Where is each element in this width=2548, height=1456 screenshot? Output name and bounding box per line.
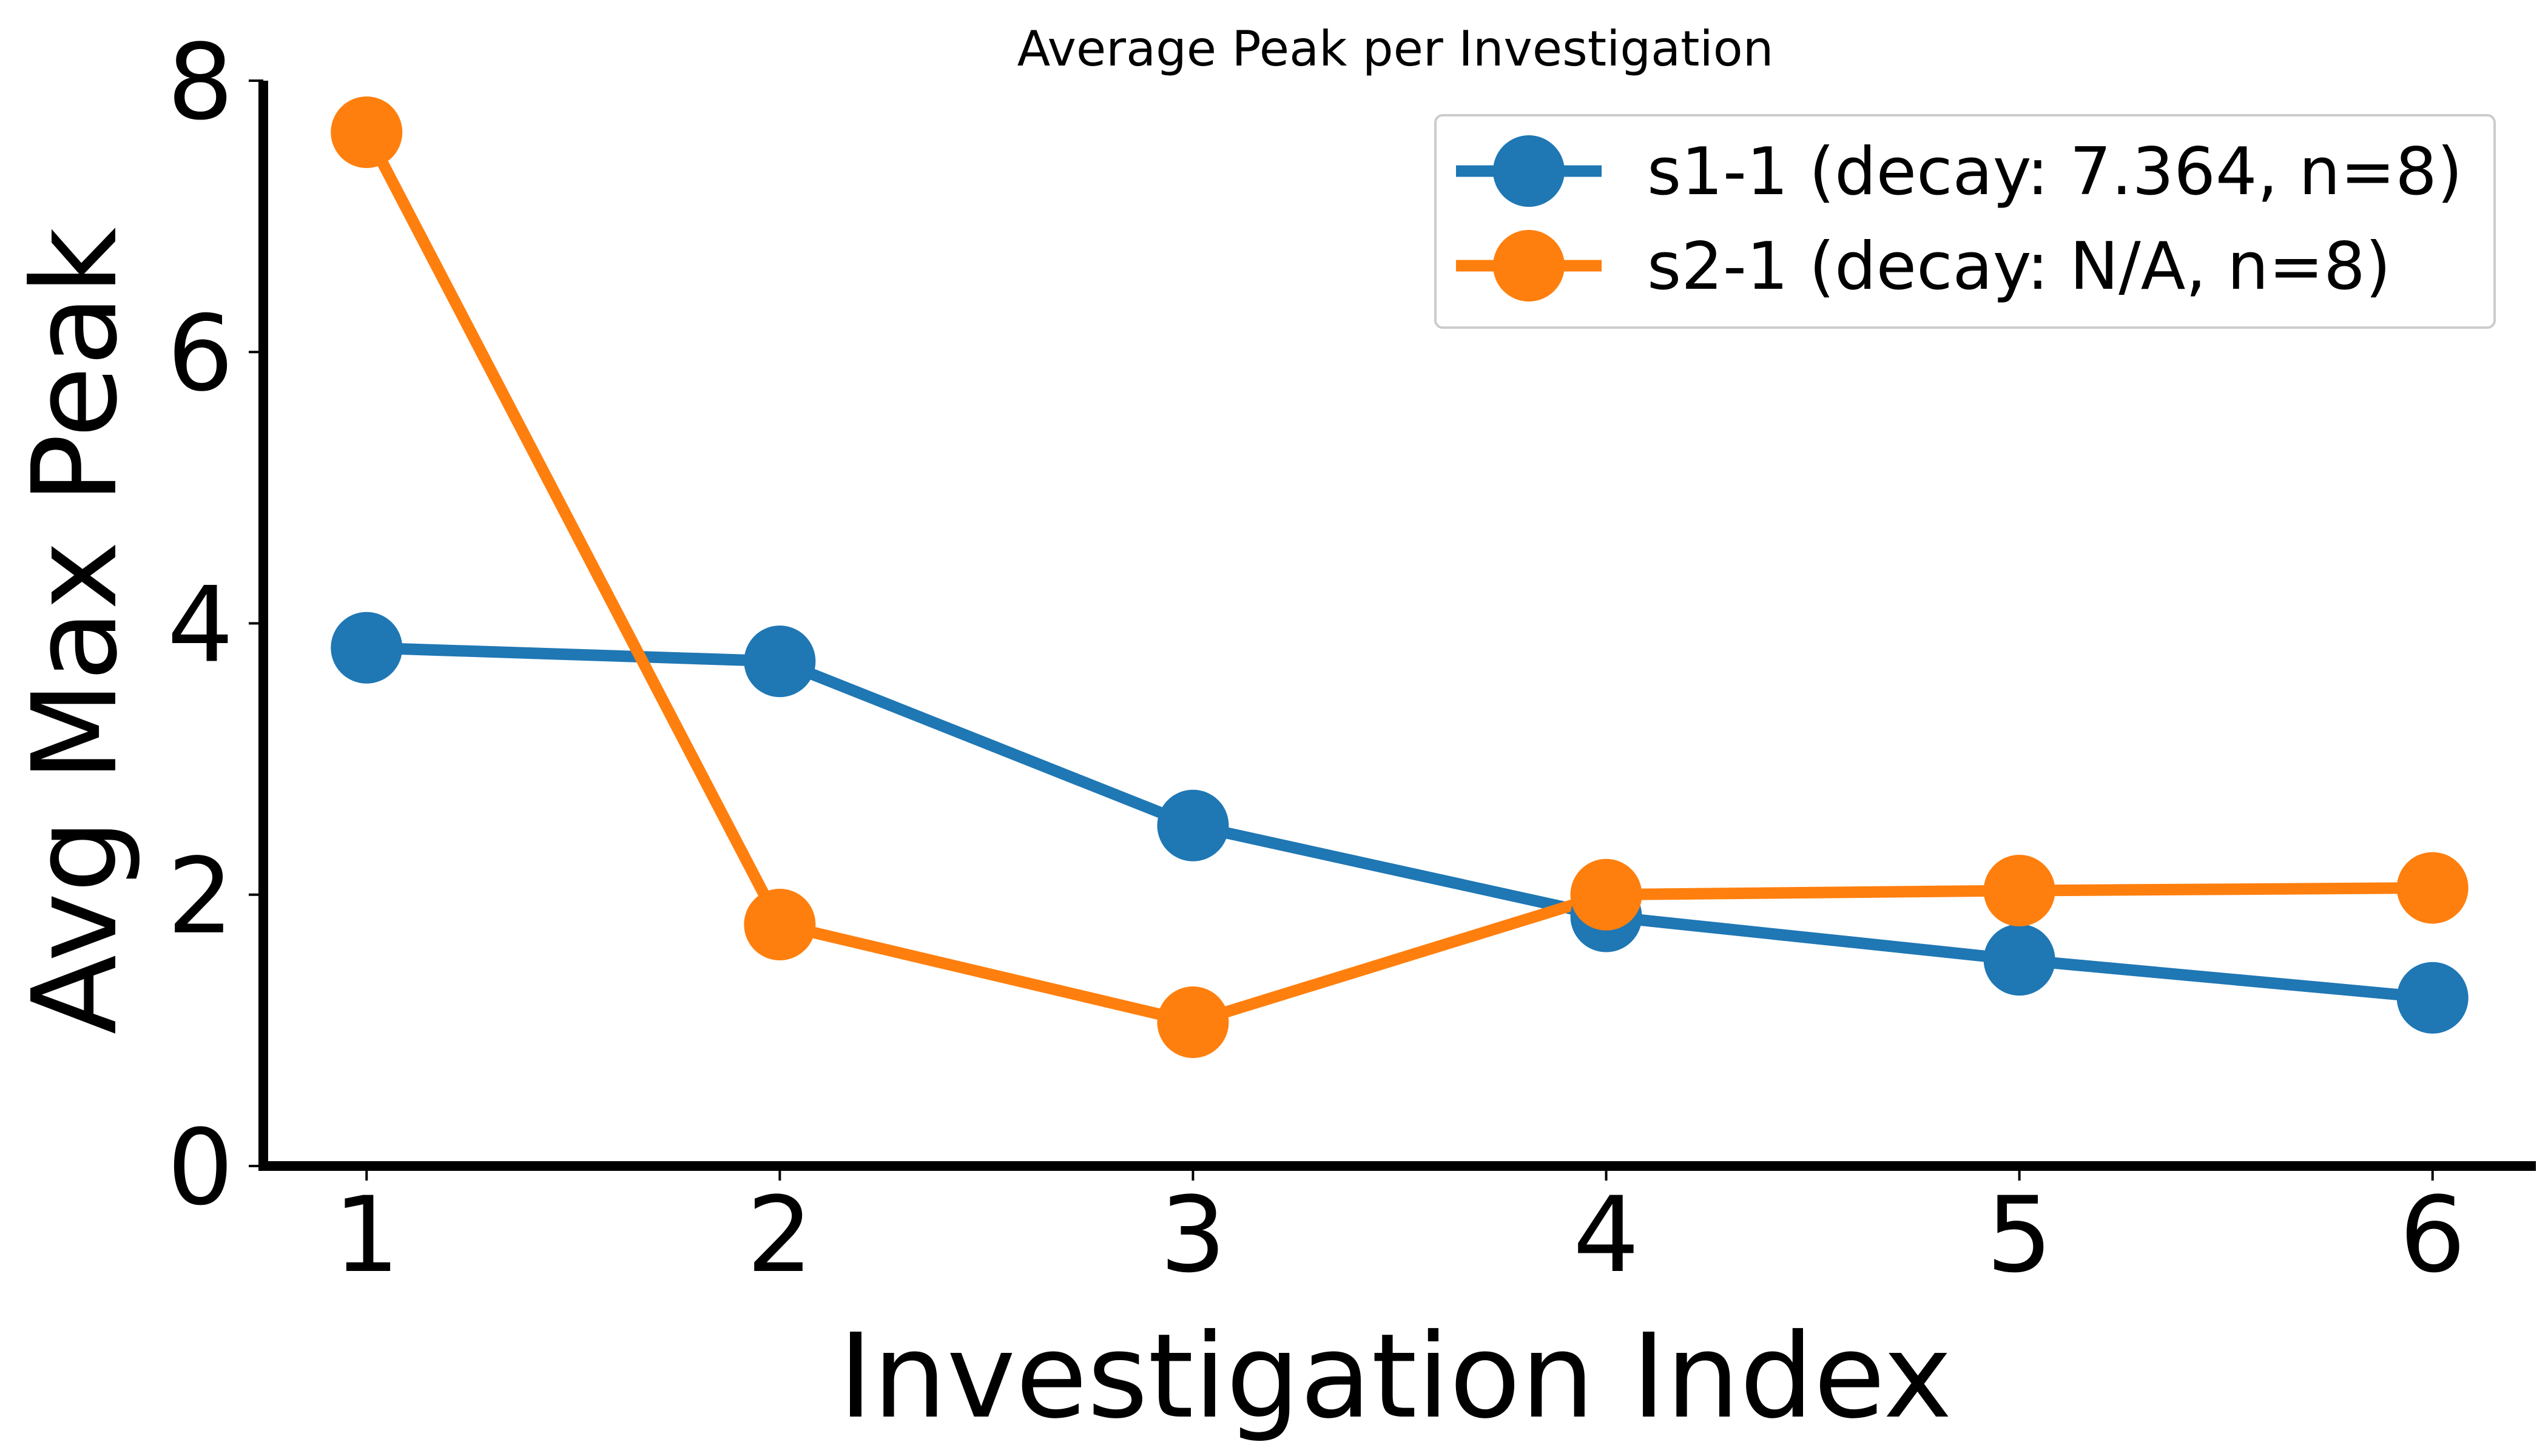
x-tick-label: 1 bbox=[334, 1174, 400, 1296]
plot-area: 1 2 3 4 5 6 0 2 4 6 8 bbox=[167, 21, 2536, 1296]
legend-swatch-marker bbox=[1493, 135, 1565, 207]
legend-label: s2-1 (decay: N/A, n=8) bbox=[1647, 229, 2391, 305]
x-tick-label: 2 bbox=[747, 1174, 813, 1296]
series-1-point bbox=[331, 612, 403, 684]
x-tick-label: 3 bbox=[1160, 1174, 1226, 1296]
y-tick-label: 8 bbox=[167, 21, 234, 143]
x-tick-label: 4 bbox=[1573, 1174, 1639, 1296]
series-2-point bbox=[1157, 986, 1229, 1058]
x-tick-label: 6 bbox=[2399, 1174, 2465, 1296]
series-1-point bbox=[744, 625, 816, 698]
series-line-2 bbox=[361, 129, 2433, 1028]
series-2-point bbox=[2396, 852, 2469, 924]
series-2-point bbox=[744, 888, 816, 960]
y-tick-label: 6 bbox=[167, 292, 234, 414]
series-2-point bbox=[1570, 858, 1642, 931]
x-axis-label: Investigation Index bbox=[838, 1309, 1952, 1444]
y-tick-label: 4 bbox=[167, 564, 234, 686]
legend-label: s1-1 (decay: 7.364, n=8) bbox=[1647, 134, 2462, 210]
legend: s1-1 (decay: 7.364, n=8) s2-1 (decay: N/A… bbox=[1434, 114, 2496, 329]
series-1-point bbox=[2396, 962, 2469, 1034]
series-2-point bbox=[1983, 855, 2055, 927]
legend-frame bbox=[1434, 114, 2496, 329]
y-axis-label: Avg Max Peak bbox=[8, 228, 143, 1035]
series-2-point bbox=[331, 96, 403, 168]
y-tick-label: 2 bbox=[167, 835, 234, 957]
chart-title: Average Peak per Investigation bbox=[1017, 21, 1774, 77]
legend-swatch-marker bbox=[1493, 230, 1565, 302]
x-tick-label: 5 bbox=[1986, 1174, 2052, 1296]
y-tick-label: 0 bbox=[167, 1107, 234, 1228]
series-line-1 bbox=[366, 642, 2433, 1004]
series-1-point bbox=[1983, 924, 2055, 996]
series-1-point bbox=[1157, 789, 1229, 861]
